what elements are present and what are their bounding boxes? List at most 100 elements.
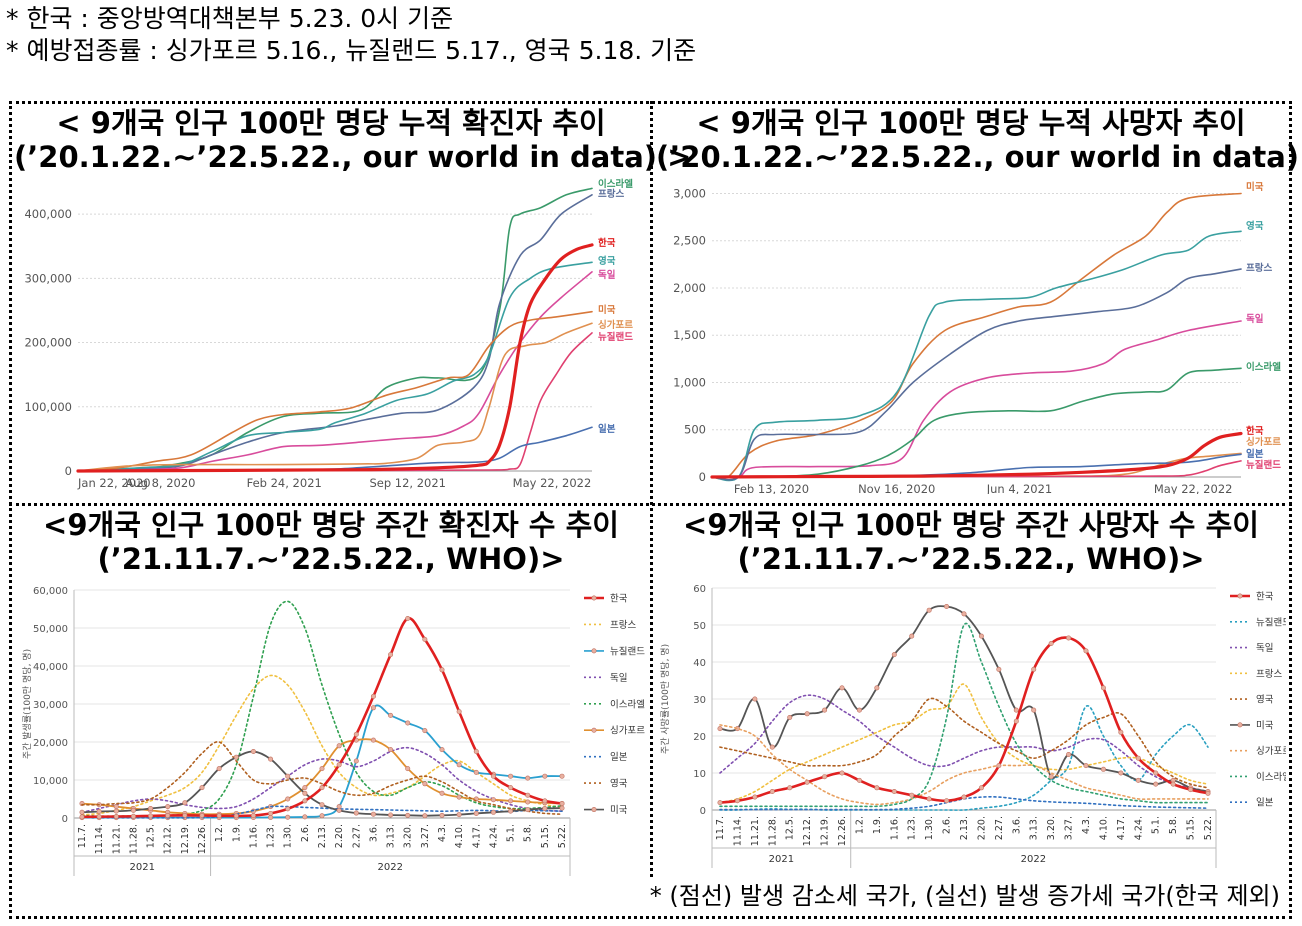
data-point [233, 813, 239, 819]
x-tick-label: 5.1. [506, 824, 517, 842]
data-point [787, 715, 793, 721]
legend-item-일본: 일본 [1230, 798, 1274, 809]
data-point [1205, 790, 1211, 796]
data-point [405, 812, 411, 818]
legend-label: 독일 [610, 673, 627, 684]
x-tick-label: Jun 4, 2021 [986, 482, 1053, 494]
x-tick-label: 4.3. [1081, 816, 1092, 834]
data-point [944, 798, 950, 804]
data-point [113, 808, 119, 814]
data-point [734, 798, 740, 804]
x-tick-label: 5.15. [1186, 816, 1197, 840]
year-label: 2022 [378, 862, 403, 873]
data-point [285, 806, 291, 812]
y-tick-label: 500 [684, 423, 706, 437]
series-end-label-프랑스: 프랑스 [598, 188, 624, 200]
series-end-label-미국: 미국 [1246, 181, 1264, 193]
legend-item-독일: 독일 [1230, 643, 1273, 654]
data-point [490, 809, 496, 815]
x-tick-label: 4.24. [488, 824, 499, 848]
y-tick-label: 0 [700, 806, 706, 817]
data-point [525, 792, 531, 798]
data-point [422, 813, 428, 819]
data-point [370, 737, 376, 743]
x-tick-label: 12.12. [802, 816, 813, 846]
y-tick-label: 200,000 [24, 336, 72, 350]
legend-label: 뉴질랜드 [1256, 616, 1286, 628]
panel-title-line1: <9개국 인구 100만 명당 주간 확진자 수 추이 [43, 508, 619, 542]
chart-svg: 0 500 1,000 1,500 2,000 2,500 3,000 Feb 13, 202… [673, 181, 1281, 494]
y-tick-label: 10,000 [33, 776, 68, 787]
data-point [439, 812, 445, 818]
note-vaccination-date: * 예방접종률 : 싱가포르 5.16., 뉴질랜드 5.17., 영국 5.1… [6, 36, 697, 65]
x-tick-label: 12.26. [837, 816, 848, 846]
x-tick-label: Feb 13, 2020 [734, 482, 809, 494]
data-point [1153, 770, 1159, 776]
data-point [926, 607, 932, 613]
x-tick-label: 12.19. [180, 824, 191, 854]
data-point [508, 808, 514, 814]
data-point [1135, 755, 1141, 761]
series-line-이스라엘 [77, 187, 593, 472]
x-tick-label: 2.13. [959, 816, 970, 840]
y-tick-label: 30 [693, 695, 706, 706]
x-tick-label: 3.20. [1046, 816, 1057, 840]
data-point [353, 758, 359, 764]
legend-item-미국: 미국 [584, 805, 628, 816]
series-뉴질랜드 [77, 332, 593, 472]
series-line-프랑스 [719, 683, 1209, 804]
x-tick-label: 3.6. [1011, 816, 1022, 834]
data-point [1153, 781, 1159, 787]
series-end-label-프랑스: 프랑스 [1246, 262, 1272, 274]
y-tick-label: 20,000 [33, 738, 68, 749]
series-line-미국 [77, 310, 593, 472]
data-point [1048, 641, 1054, 647]
series-line-미국 [711, 192, 1242, 480]
data-point [422, 636, 428, 642]
legend-label: 프랑스 [1256, 668, 1282, 680]
series-line-뉴질랜드 [81, 704, 563, 819]
data-point [1013, 707, 1019, 713]
series-독일 [81, 746, 563, 814]
data-point [839, 770, 845, 776]
y-tick-label: 400,000 [24, 207, 72, 221]
data-point [405, 615, 411, 621]
y-tick-label: 300,000 [24, 271, 72, 285]
data-point [542, 773, 548, 779]
data-point [508, 785, 514, 791]
y-tick-label: 1,000 [673, 375, 706, 389]
series-line-싱가포르 [719, 724, 1209, 806]
chart-svg: 0 10,000 20,000 30,000 40,000 50,000 60,000 11.… [22, 586, 645, 876]
y-tick-label: 60 [693, 584, 706, 595]
series-싱가포르 [719, 724, 1209, 806]
series-한국 [79, 615, 565, 820]
data-point [525, 775, 531, 781]
series-line-프랑스 [81, 674, 563, 816]
data-point [891, 652, 897, 658]
x-tick-label: 1.9. [872, 816, 883, 834]
data-point [525, 807, 531, 813]
x-tick-label: 12.26. [197, 824, 208, 854]
data-point [302, 790, 308, 796]
legend-item-영국: 영국 [1230, 695, 1274, 706]
data-point [508, 773, 514, 779]
series-미국 [717, 603, 1211, 795]
data-point [1048, 774, 1054, 780]
x-tick-label: 11.28. [128, 824, 139, 854]
data-point [165, 804, 171, 810]
y-tick-label: 40 [693, 658, 706, 669]
weekly-deaths-chart: 0 10 20 30 40 50 60 11.7. 11.14. 11.21. 11.28. 12.5… [656, 576, 1286, 876]
x-tick-label: 2.6. [300, 824, 311, 842]
data-point [148, 806, 154, 812]
y-tick-label: 0 [65, 464, 72, 478]
data-point [996, 666, 1002, 672]
panel-title-line2: (’21.11.7.~’22.5.22., WHO)> [737, 542, 1205, 576]
series-end-label-미국: 미국 [598, 304, 616, 316]
legend-label: 미국 [1256, 720, 1274, 731]
series-end-label-이스라엘: 이스라엘 [598, 178, 633, 190]
data-point [559, 773, 565, 779]
data-point [268, 810, 274, 816]
legend-marker [591, 807, 597, 813]
x-tick-label: 5.8. [1168, 816, 1179, 834]
data-point [874, 785, 880, 791]
